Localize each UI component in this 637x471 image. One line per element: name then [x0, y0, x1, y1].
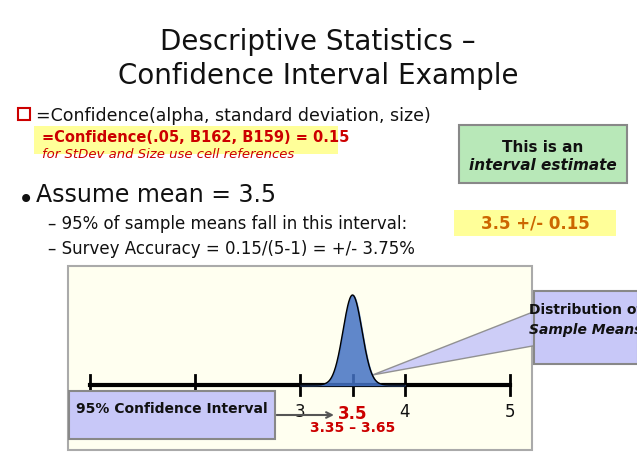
Text: •: • — [18, 186, 34, 214]
FancyBboxPatch shape — [34, 126, 338, 154]
Text: – 95% of sample means fall in this interval:: – 95% of sample means fall in this inter… — [48, 215, 407, 233]
Text: 3.5 +/- 0.15: 3.5 +/- 0.15 — [481, 214, 589, 232]
Text: Sample Means: Sample Means — [529, 323, 637, 337]
Text: Descriptive Statistics –: Descriptive Statistics – — [160, 28, 476, 56]
Text: 95% Confidence Interval: 95% Confidence Interval — [76, 402, 268, 416]
Text: 3.5: 3.5 — [338, 405, 368, 423]
Text: Assume mean = 3.5: Assume mean = 3.5 — [36, 183, 276, 207]
Text: 1: 1 — [85, 403, 96, 421]
FancyBboxPatch shape — [68, 266, 532, 450]
Text: =Confidence(.05, B162, B159) = 0.15: =Confidence(.05, B162, B159) = 0.15 — [42, 130, 349, 145]
Text: Confidence Interval Example: Confidence Interval Example — [118, 62, 519, 90]
FancyBboxPatch shape — [69, 391, 275, 439]
Text: 3: 3 — [295, 403, 305, 421]
Text: 5: 5 — [505, 403, 515, 421]
FancyBboxPatch shape — [459, 125, 627, 183]
Text: interval estimate: interval estimate — [469, 158, 617, 173]
Text: 2: 2 — [190, 403, 200, 421]
FancyBboxPatch shape — [454, 210, 616, 236]
Text: for StDev and Size use cell references: for StDev and Size use cell references — [42, 148, 294, 161]
Text: 3.35 – 3.65: 3.35 – 3.65 — [310, 421, 395, 435]
Polygon shape — [373, 310, 538, 375]
Text: 4: 4 — [400, 403, 410, 421]
Text: =Confidence(alpha, standard deviation, size): =Confidence(alpha, standard deviation, s… — [36, 107, 431, 125]
FancyBboxPatch shape — [534, 291, 637, 364]
Text: Distribution of: Distribution of — [529, 303, 637, 317]
Bar — [18, 108, 30, 120]
Text: This is an: This is an — [503, 140, 583, 155]
Text: – Survey Accuracy = 0.15/(5-1) = +/- 3.75%: – Survey Accuracy = 0.15/(5-1) = +/- 3.7… — [48, 240, 415, 258]
